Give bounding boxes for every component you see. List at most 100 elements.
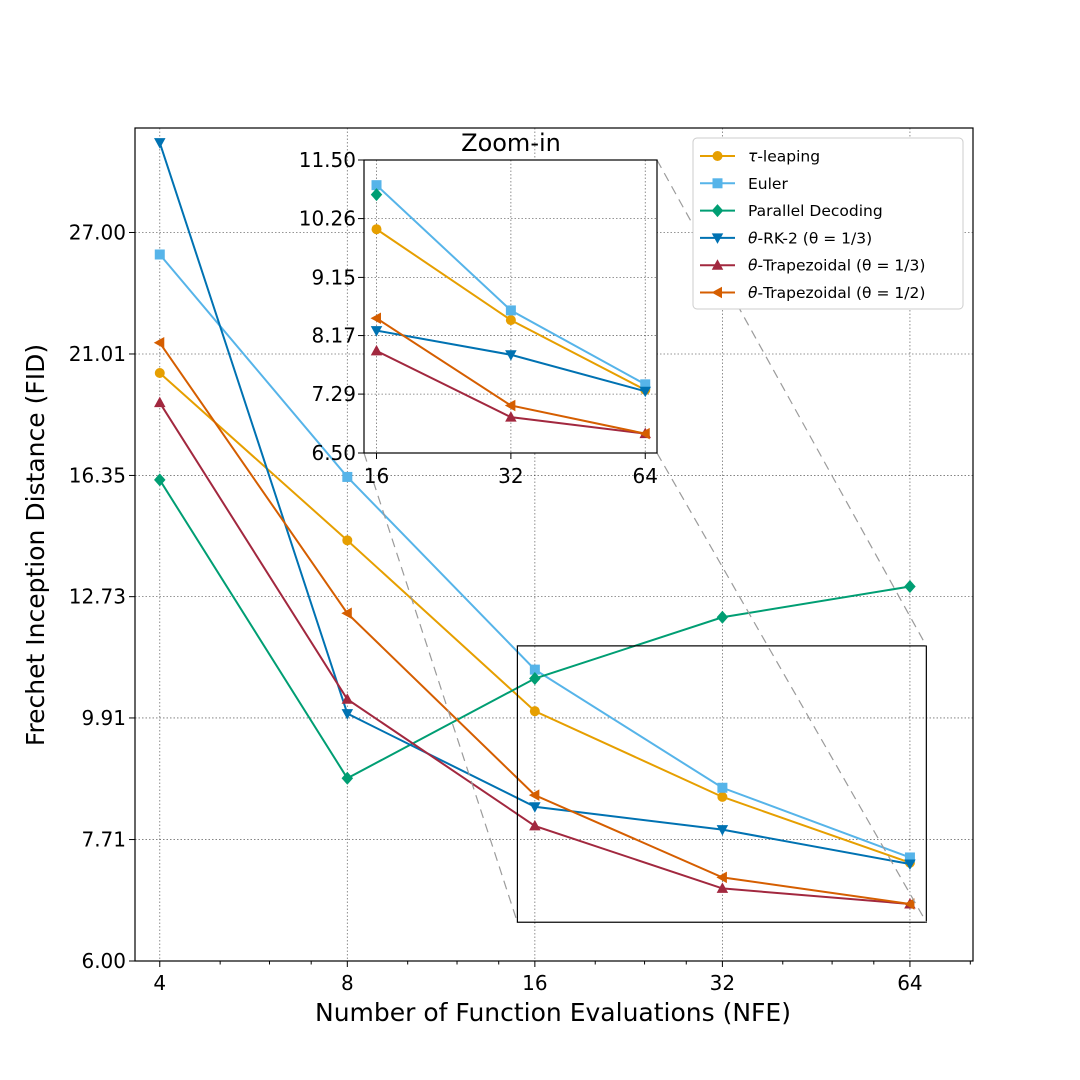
data-point-parallel-decoding [154, 473, 166, 487]
inset-x-tick-label: 16 [364, 464, 389, 488]
data-point-leaping [529, 706, 540, 717]
data-point-trapezoidal-1-2 [153, 337, 165, 349]
inset-series-parallel-decoding [370, 188, 383, 202]
data-point-parallel-decoding [341, 771, 354, 785]
inset-y-tick-label: 10.26 [299, 207, 356, 231]
x-tick-label: 8 [341, 971, 354, 995]
y-tick-label: 6.00 [81, 949, 126, 973]
legend-swatch-marker [711, 286, 722, 299]
inset-title: Zoom-in [461, 129, 561, 157]
data-point-parallel-decoding [529, 672, 541, 686]
legend-swatch-marker [711, 259, 724, 270]
x-tick-label: 64 [897, 971, 922, 995]
legend-label-math: τ [748, 148, 758, 166]
inset-series-trapezoidal-1-2 [370, 312, 650, 440]
data-point-trapezoidal-1-3 [341, 693, 354, 704]
inset-axis-ticks: 16 32 64 6.50 7.29 8.17 9.15 10.26 11.50 [299, 148, 658, 488]
data-point-euler [154, 249, 165, 260]
legend-item-rk-2-1-3: θ-RK-2 (θ = 1/3) [700, 229, 872, 247]
zoom-region-box [516, 645, 927, 923]
y-tick-label: 9.91 [81, 706, 126, 730]
legend-label: Parallel Decoding [748, 202, 883, 220]
inset-data-point-trapezoidal-1-2 [370, 312, 382, 325]
inset-y-tick-label: 6.50 [311, 441, 356, 465]
main-axis-ticks: 4 8 16 32 64 6.00 7.71 9.91 12.73 16.35 21.01 27.00 [69, 220, 971, 995]
data-point-trapezoidal-1-2 [903, 898, 915, 910]
inset-y-tick-label: 7.29 [311, 382, 356, 406]
data-point-trapezoidal-1-3 [716, 882, 729, 893]
data-point-trapezoidal-1-3 [154, 396, 166, 408]
legend-box [692, 137, 964, 310]
y-tick-label: 16.35 [69, 463, 126, 487]
x-tick-label: 32 [710, 971, 735, 995]
inset-data-point-parallel-decoding [370, 188, 383, 202]
data-point-rk-2-1-3 [716, 825, 729, 836]
legend-swatch-marker [711, 233, 724, 244]
data-point-rk-2-1-3 [904, 859, 916, 871]
inset-series-layer [370, 180, 651, 440]
legend-label: θ-RK-2 (θ = 1/3) [748, 229, 872, 247]
series-euler [154, 249, 915, 863]
x-axis-title: Number of Function Evaluations (NFE) [315, 998, 791, 1027]
data-point-euler [342, 471, 353, 482]
legend-label-text: Euler [748, 175, 788, 193]
inset-series-euler [371, 180, 651, 390]
data-point-trapezoidal-1-3 [529, 819, 541, 831]
inset-data-point-euler [505, 305, 516, 316]
legend-swatch-marker [712, 178, 723, 189]
legend-item-euler: Euler [700, 175, 788, 193]
data-point-leaping [342, 535, 353, 546]
legend-label-math: θ [748, 284, 758, 302]
inset-data-point-leaping [371, 224, 382, 235]
inset-data-point-euler [371, 180, 382, 191]
legend-label-text: -Trapezoidal (θ = 1/2) [757, 284, 925, 302]
data-point-rk-2-1-3 [341, 709, 354, 720]
data-point-trapezoidal-1-2 [528, 789, 540, 801]
legend-label: Euler [748, 175, 788, 193]
legend-swatch-marker [712, 151, 723, 161]
legend-item-trapezoidal-1-2: θ-Trapezoidal (θ = 1/2) [700, 284, 925, 302]
data-point-leaping [717, 791, 728, 802]
legend-item-trapezoidal-1-3: θ-Trapezoidal (θ = 1/3) [700, 257, 925, 275]
data-point-rk-2-1-3 [529, 802, 541, 813]
legend-label-math: θ [748, 229, 758, 247]
inset-data-point-trapezoidal-1-3 [370, 344, 383, 356]
inset-data-point-rk-2-1-3 [370, 326, 383, 337]
data-point-parallel-decoding [904, 579, 916, 593]
legend-label: θ-Trapezoidal (θ = 1/2) [748, 284, 925, 302]
y-tick-label: 12.73 [69, 585, 126, 609]
legend-item-leaping: τ-leaping [700, 148, 820, 166]
main-plot-frame [134, 127, 974, 962]
data-point-trapezoidal-1-2 [341, 607, 352, 620]
x-tick-label: 16 [522, 971, 547, 995]
inset-x-tick-label: 64 [633, 464, 658, 488]
legend-label-text: -RK-2 (θ = 1/3) [757, 229, 872, 247]
inset-data-point-trapezoidal-1-3 [505, 411, 517, 422]
inset-data-point-leaping [505, 315, 516, 326]
main-series-layer [153, 138, 916, 910]
inset-data-point-trapezoidal-1-2 [504, 399, 516, 412]
legend-label-text: -leaping [757, 148, 820, 166]
legend-label-text: -Trapezoidal (θ = 1/3) [757, 257, 925, 275]
inset-data-point-trapezoidal-1-2 [639, 427, 650, 440]
legend-swatch-marker [711, 204, 724, 218]
data-point-leaping [154, 368, 165, 379]
inset-series-rk-2-1-3 [370, 326, 651, 398]
series-trapezoidal-1-2 [153, 337, 915, 910]
data-point-trapezoidal-1-2 [716, 871, 727, 884]
data-point-rk-2-1-3 [154, 138, 166, 149]
y-axis-title: Frechet Inception Distance (FID) [21, 344, 50, 746]
inset-data-point-euler [640, 379, 651, 390]
inset-x-tick-label: 32 [498, 464, 523, 488]
inset-y-tick-label: 11.50 [299, 148, 356, 172]
data-point-parallel-decoding [716, 610, 729, 624]
legend-label-text: Parallel Decoding [748, 202, 883, 220]
y-tick-label: 7.71 [81, 828, 126, 852]
data-point-euler [529, 664, 540, 675]
y-tick-label: 27.00 [69, 220, 126, 244]
inset-data-point-rk-2-1-3 [639, 386, 651, 398]
inset-y-tick-label: 8.17 [311, 324, 356, 348]
zoom-connector-right-bottom [656, 452, 927, 923]
inset-y-tick-label: 9.15 [311, 265, 356, 289]
